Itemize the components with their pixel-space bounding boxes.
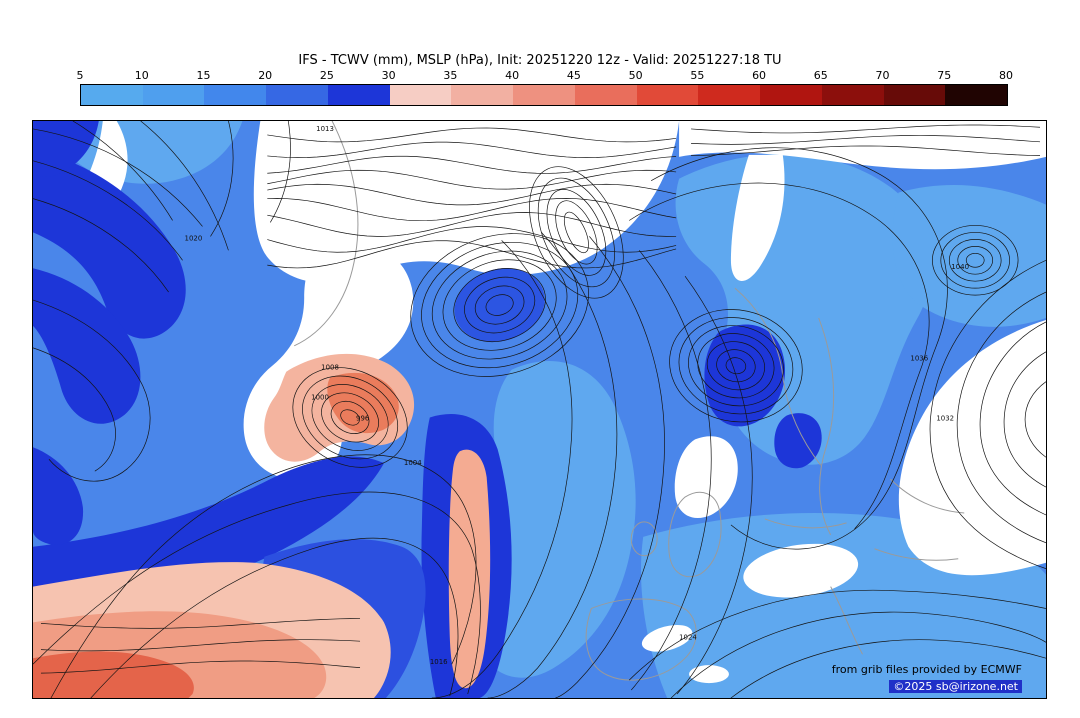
colorbar-segment — [574, 85, 637, 105]
colorbar-tick: 15 — [196, 69, 211, 82]
isobar-label: 1032 — [936, 414, 954, 422]
isobar-label: 1020 — [185, 234, 203, 242]
pressure-labels: 1013 1020 1008 1000 996 1004 1016 1024 1032 1036 1… — [185, 125, 969, 666]
colorbar-segment — [389, 85, 452, 105]
colorbar-segment — [327, 85, 390, 105]
isobar-label: 1036 — [910, 355, 928, 363]
colorbar-segment — [883, 85, 946, 105]
mslp-contours — [33, 121, 1046, 698]
isobar-label: 1000 — [311, 394, 329, 402]
isobar-label: 1008 — [321, 364, 339, 372]
colorbar-tick: 30 — [381, 69, 396, 82]
colorbar-segment — [698, 85, 761, 105]
colorbar-segment — [636, 85, 699, 105]
colorbar-segment — [81, 85, 143, 105]
colorbar-segment — [266, 85, 328, 105]
isobar-label: 1040 — [951, 263, 969, 271]
colorbar-tick: 50 — [628, 69, 643, 82]
tcwv-shading — [33, 121, 1046, 698]
colorbar-segment — [204, 85, 267, 105]
colorbar-tick: 10 — [134, 69, 149, 82]
isobar-label: 1013 — [316, 125, 334, 133]
colorbar-tick: 5 — [76, 69, 84, 82]
attribution-copyright: ©2025 sb@irizone.net — [889, 680, 1022, 693]
colorbar-segment — [945, 85, 1008, 105]
colorbar-tick: 25 — [319, 69, 334, 82]
colorbar-segment — [760, 85, 822, 105]
colorbar-tick: 40 — [505, 69, 520, 82]
colorbar-tick: 65 — [813, 69, 828, 82]
colorbar-tick: 35 — [443, 69, 458, 82]
colorbar-tick: 70 — [875, 69, 890, 82]
colorbar-tick: 45 — [566, 69, 581, 82]
isobar-label: 1004 — [404, 459, 422, 467]
colorbar-tick: 20 — [258, 69, 273, 82]
chart-title: IFS - TCWV (mm), MSLP (hPa), Init: 20251… — [298, 53, 782, 68]
colorbar-tick: 60 — [752, 69, 767, 82]
colorbar-tick: 75 — [937, 69, 952, 82]
isobar-label: 996 — [356, 414, 369, 422]
attribution-source: from grib files provided by ECMWF — [831, 663, 1022, 676]
colorbar-segment — [821, 85, 884, 105]
colorbar-segment — [513, 85, 575, 105]
isobar-label: 1016 — [430, 658, 448, 666]
isobar-label: 1024 — [679, 633, 697, 641]
colorbar-segment — [451, 85, 514, 105]
colorbar-tick-labels: 5 10 15 20 25 30 35 40 45 50 55 60 65 70 75 80 — [76, 69, 1014, 82]
colorbar-tick: 55 — [690, 69, 705, 82]
map-area: 1013 1020 1008 1000 996 1004 1016 1024 1032 1036 1… — [32, 120, 1047, 699]
weather-map-graphic: 1013 1020 1008 1000 996 1004 1016 1024 1032 1036 1… — [33, 121, 1046, 698]
colorbar — [80, 84, 1008, 106]
colorbar-tick: 80 — [999, 69, 1013, 82]
generated-contours — [40, 124, 1041, 674]
colorbar-segment — [142, 85, 205, 105]
